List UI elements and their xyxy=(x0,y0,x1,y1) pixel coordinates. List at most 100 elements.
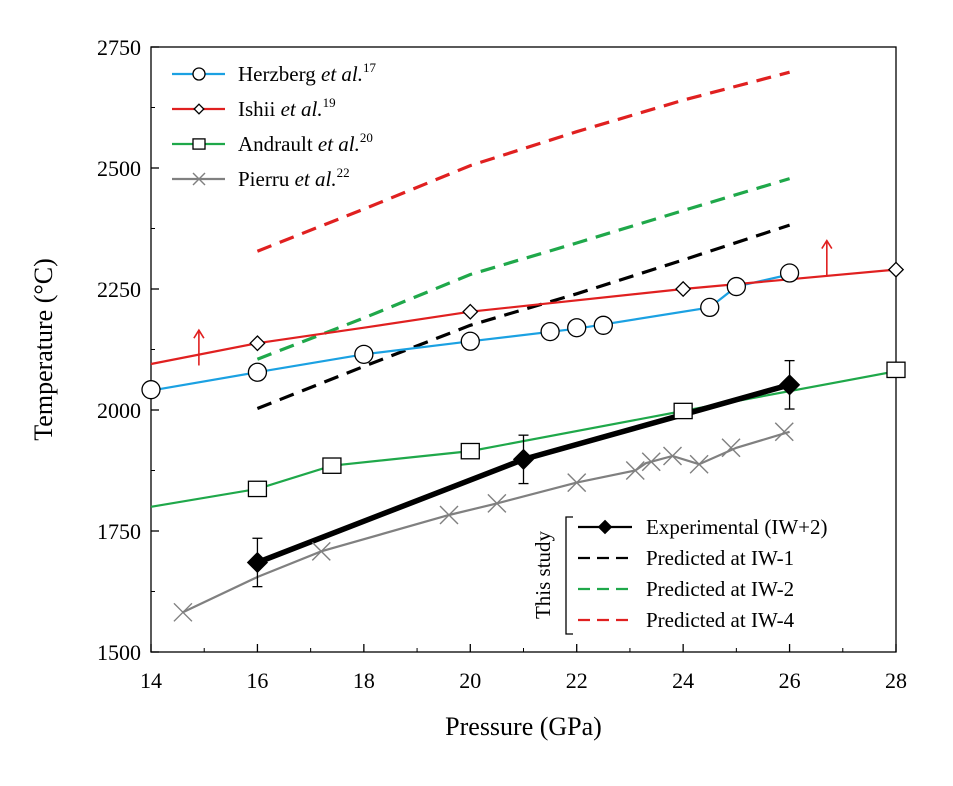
x-tick-label: 16 xyxy=(246,668,268,693)
x-marker-stroke xyxy=(311,541,331,561)
legend-label: Andrault et al.20 xyxy=(238,130,373,156)
data-point-ishii xyxy=(462,303,479,320)
data-point-andrault xyxy=(460,442,480,460)
data-point-andrault xyxy=(247,480,268,498)
y-tick-label: 2500 xyxy=(97,156,141,181)
data-point-herzberg xyxy=(593,315,613,335)
data-point-ishii xyxy=(675,280,692,298)
x-marker-stroke xyxy=(192,172,206,186)
data-point-herzberg xyxy=(247,362,268,382)
legend-swatch-marker xyxy=(193,103,205,115)
x-tick-label: 28 xyxy=(885,668,907,693)
x-axis-title: Pressure (GPa) xyxy=(445,712,602,741)
x-marker-stroke xyxy=(487,493,507,513)
legend-name: Ishii xyxy=(238,97,281,121)
x-marker-stroke xyxy=(625,461,645,480)
legend-label: Ishii et al.19 xyxy=(238,95,336,121)
x-marker-stroke xyxy=(173,602,193,622)
legend-name: Pierru xyxy=(238,167,295,191)
series-line-iw4 xyxy=(256,70,791,253)
data-point-pierru xyxy=(641,452,661,472)
up-arrow-head xyxy=(193,328,205,339)
legend-entry-andrault: Andrault et al.20 xyxy=(172,130,373,156)
legend-entry-ishii: Ishii et al.19 xyxy=(172,95,336,121)
data-point-ishii xyxy=(887,261,905,278)
x-tick-label: 24 xyxy=(672,668,694,693)
series-line-iw2 xyxy=(256,177,791,361)
legend-label: Herzberg et al.17 xyxy=(238,60,377,86)
data-point-herzberg xyxy=(700,297,720,318)
x-tick-label: 22 xyxy=(566,668,588,693)
legend-entry-iw4: Predicted at IW-4 xyxy=(578,608,795,632)
data-point-herzberg xyxy=(540,321,560,342)
x-tick-label: 14 xyxy=(140,668,162,693)
data-point-andrault xyxy=(322,457,342,474)
data-point-herzberg xyxy=(460,331,480,351)
series-line-pierru xyxy=(182,430,790,614)
legend-entry-iw2: Predicted at IW-2 xyxy=(578,577,794,601)
series-line-ishii xyxy=(150,268,897,366)
data-point-herzberg xyxy=(567,318,587,338)
data-point-pierru xyxy=(689,454,709,474)
data-point-experimental xyxy=(512,448,535,470)
data-point-andrault xyxy=(673,402,693,420)
legend-swatch-marker xyxy=(597,519,613,535)
x-marker-stroke xyxy=(721,438,741,458)
x-marker-stroke xyxy=(641,452,661,472)
data-point-pierru xyxy=(439,505,459,525)
legend-suffix: et al. xyxy=(281,97,323,121)
x-marker-stroke xyxy=(774,422,794,442)
legend-entry-herzberg: Herzberg et al.17 xyxy=(172,60,377,86)
legend-swatch-marker xyxy=(192,138,206,150)
data-point-herzberg xyxy=(354,344,374,364)
x-marker-stroke xyxy=(439,505,459,525)
series-line-iw1 xyxy=(256,223,791,410)
legend-label: Predicted at IW-2 xyxy=(646,577,794,601)
data-point-pierru xyxy=(774,422,794,442)
legend-ref: 22 xyxy=(337,165,350,180)
legend-entry-pierru: Pierru et al.22 xyxy=(172,165,350,191)
y-tick-label: 2750 xyxy=(97,35,141,60)
legend-group-label: This study xyxy=(531,530,555,619)
legend-name: Andrault xyxy=(238,132,318,156)
data-point-pierru xyxy=(567,473,587,493)
legend-ref: 20 xyxy=(360,130,373,145)
legend-entry-iw1: Predicted at IW-1 xyxy=(578,546,794,570)
legend-suffix: et al. xyxy=(295,167,337,191)
y-axis-title: Temperature (°C) xyxy=(29,258,58,441)
data-point-andrault xyxy=(886,361,906,379)
legend-label: Predicted at IW-1 xyxy=(646,546,794,570)
data-point-pierru xyxy=(663,446,682,466)
data-point-herzberg xyxy=(726,276,747,297)
x-tick-label: 18 xyxy=(353,668,375,693)
legend-suffix: et al. xyxy=(318,132,360,156)
x-marker-stroke xyxy=(689,454,709,474)
y-tick-label: 2250 xyxy=(97,277,141,302)
x-marker-stroke xyxy=(567,473,587,493)
up-arrow-head xyxy=(821,239,833,250)
legend-suffix: et al. xyxy=(321,62,363,86)
data-point-herzberg xyxy=(779,263,800,283)
legend-ref: 17 xyxy=(363,60,377,75)
data-point-pierru xyxy=(311,541,331,561)
x-tick-label: 20 xyxy=(459,668,481,693)
legend-name: Herzberg xyxy=(238,62,321,86)
legend-swatch-marker xyxy=(192,172,206,186)
data-point-pierru xyxy=(173,602,193,622)
y-tick-label: 2000 xyxy=(97,398,141,423)
legend-ref: 19 xyxy=(323,95,336,110)
legend-bracket xyxy=(565,516,573,635)
data-point-pierru xyxy=(487,493,507,513)
x-tick-label: 26 xyxy=(779,668,801,693)
legend-label: Predicted at IW-4 xyxy=(646,608,795,632)
legend-label: Pierru et al.22 xyxy=(238,165,350,191)
legend-swatch-marker xyxy=(192,67,206,81)
data-point-ishii xyxy=(249,335,266,352)
data-point-herzberg xyxy=(141,380,161,400)
y-tick-label: 1750 xyxy=(97,519,141,544)
legend-label: Experimental (IW+2) xyxy=(646,515,828,539)
data-point-pierru xyxy=(625,461,645,480)
y-tick-label: 1500 xyxy=(97,640,141,665)
data-point-experimental xyxy=(778,374,801,396)
